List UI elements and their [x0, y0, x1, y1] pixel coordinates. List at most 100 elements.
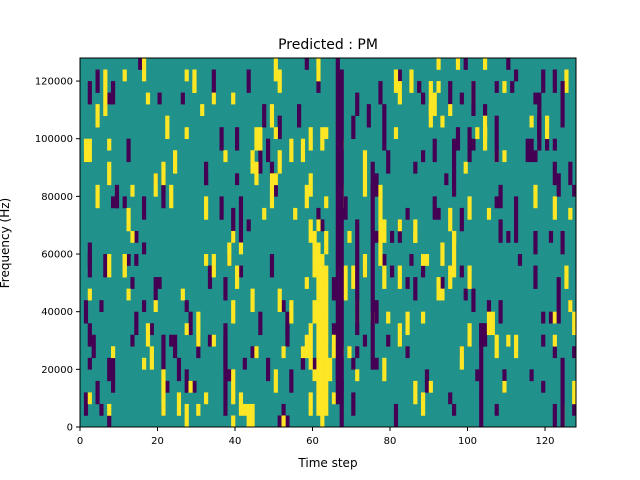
- heatmap-cell-low: [223, 380, 228, 393]
- heatmap-cell-high: [184, 323, 189, 336]
- heatmap-cell-high: [273, 369, 278, 382]
- heatmap-cell-low: [320, 219, 325, 232]
- heatmap-cell-low: [262, 115, 267, 128]
- heatmap-cell-low: [297, 104, 302, 116]
- heatmap-cell-high: [196, 403, 201, 416]
- heatmap-cell-high: [103, 92, 108, 105]
- heatmap-cell-low: [173, 346, 178, 359]
- heatmap-cell-high: [316, 323, 321, 336]
- heatmap-cell-low: [479, 346, 484, 359]
- heatmap-cell-high: [397, 81, 402, 93]
- x-tick-label: 80: [384, 436, 397, 447]
- heatmap-cell-high: [231, 380, 236, 393]
- heatmap-cell-low: [204, 161, 209, 174]
- heatmap-cell-high: [405, 323, 410, 336]
- heatmap-cell-low: [231, 207, 236, 220]
- heatmap-cell-low: [130, 334, 135, 347]
- heatmap-cell-high: [533, 196, 538, 209]
- heatmap-cell-low: [537, 138, 542, 151]
- heatmap-cell-low: [498, 230, 503, 243]
- heatmap-cell-low: [386, 334, 391, 347]
- y-tick-label: 120000: [35, 77, 73, 88]
- heatmap-cell-low: [188, 311, 193, 324]
- heatmap-cell-high: [308, 184, 313, 197]
- heatmap-cell-low: [138, 58, 143, 70]
- x-tick-label: 40: [229, 436, 242, 447]
- heatmap-cell-low: [533, 230, 538, 243]
- heatmap-cell-low: [107, 357, 112, 370]
- heatmap-cell-high: [312, 230, 317, 243]
- heatmap-cell-high: [397, 323, 402, 336]
- heatmap-cell-high: [258, 127, 263, 140]
- heatmap-cell-low: [448, 92, 453, 105]
- heatmap-cell-high: [409, 69, 414, 82]
- heatmap-cell-low: [382, 254, 387, 266]
- heatmap-cell-high: [382, 369, 387, 382]
- heatmap-cell-low: [475, 369, 480, 382]
- heatmap-cell-low: [285, 311, 290, 324]
- heatmap-cell-low: [560, 115, 565, 128]
- heatmap-cell-high: [393, 127, 399, 140]
- heatmap-cell-low: [91, 334, 96, 347]
- heatmap-cell-high: [568, 207, 573, 220]
- heatmap-cell-high: [145, 323, 151, 336]
- chart-title: Predicted : PM: [278, 37, 378, 53]
- heatmap-cell-high: [165, 127, 170, 140]
- heatmap-cell-high: [316, 334, 321, 347]
- heatmap-cell-low: [269, 265, 275, 278]
- heatmap-cell-high: [324, 369, 329, 382]
- heatmap-cell-high: [320, 403, 325, 416]
- heatmap-cell-low: [552, 161, 557, 174]
- heatmap-cell-low: [479, 323, 484, 336]
- heatmap-cell-high: [277, 69, 282, 82]
- heatmap-cell-low: [537, 115, 542, 128]
- plot-frame: [79, 57, 577, 428]
- heatmap-cell-low: [246, 69, 251, 82]
- heatmap-cell-low: [331, 277, 337, 289]
- heatmap-cell-low: [87, 92, 92, 105]
- heatmap-cell-high: [320, 311, 325, 324]
- heatmap-cell-high: [122, 254, 127, 266]
- heatmap-cell-low: [405, 346, 410, 359]
- heatmap-cell-low: [351, 392, 356, 405]
- heatmap-cell-low: [382, 115, 387, 128]
- heatmap-cell-low: [498, 311, 503, 324]
- heatmap-cell-low: [258, 323, 263, 336]
- heatmap-cell-low: [494, 403, 499, 416]
- heatmap-cell-high: [324, 323, 329, 336]
- heatmap-cell-low: [533, 92, 538, 105]
- heatmap-cell-high: [316, 288, 321, 301]
- heatmap-cell-low: [335, 138, 340, 151]
- heatmap-cell-low: [335, 69, 340, 82]
- heatmap-cell-high: [324, 334, 329, 347]
- x-tick-label: 20: [151, 436, 164, 447]
- heatmap-cell-high: [316, 265, 321, 278]
- heatmap-cell-high: [273, 69, 278, 82]
- heatmap-cell-low: [424, 380, 430, 393]
- heatmap-cell-low: [529, 369, 534, 382]
- heatmap-cell-low: [335, 346, 340, 359]
- heatmap-cell-low: [560, 92, 565, 105]
- heatmap-cell-low: [157, 92, 162, 105]
- heatmap-cell-low: [339, 300, 344, 312]
- heatmap-cell-high: [165, 115, 170, 128]
- heatmap-cell-high: [545, 127, 550, 140]
- heatmap-cell-high: [250, 161, 255, 174]
- heatmap-cell-low: [432, 196, 437, 209]
- heatmap-cell-high: [289, 138, 294, 151]
- heatmap-cell-low: [448, 81, 453, 93]
- heatmap-cell-high: [324, 311, 329, 324]
- heatmap-cell-high: [440, 254, 445, 266]
- heatmap-cell-low: [479, 415, 484, 428]
- heatmap-cell-low: [432, 150, 437, 163]
- heatmap-cell-low: [83, 403, 89, 416]
- heatmap-cell-low: [335, 207, 340, 220]
- heatmap-cell-high: [320, 254, 325, 266]
- heatmap-cell-low: [483, 323, 488, 336]
- heatmap-cell-low: [440, 277, 445, 289]
- heatmap-cell-low: [560, 380, 565, 393]
- heatmap-cell-high: [320, 369, 325, 382]
- heatmap-cell-high: [103, 81, 108, 93]
- heatmap-cell-low: [548, 230, 554, 243]
- heatmap-cell-high: [95, 115, 100, 128]
